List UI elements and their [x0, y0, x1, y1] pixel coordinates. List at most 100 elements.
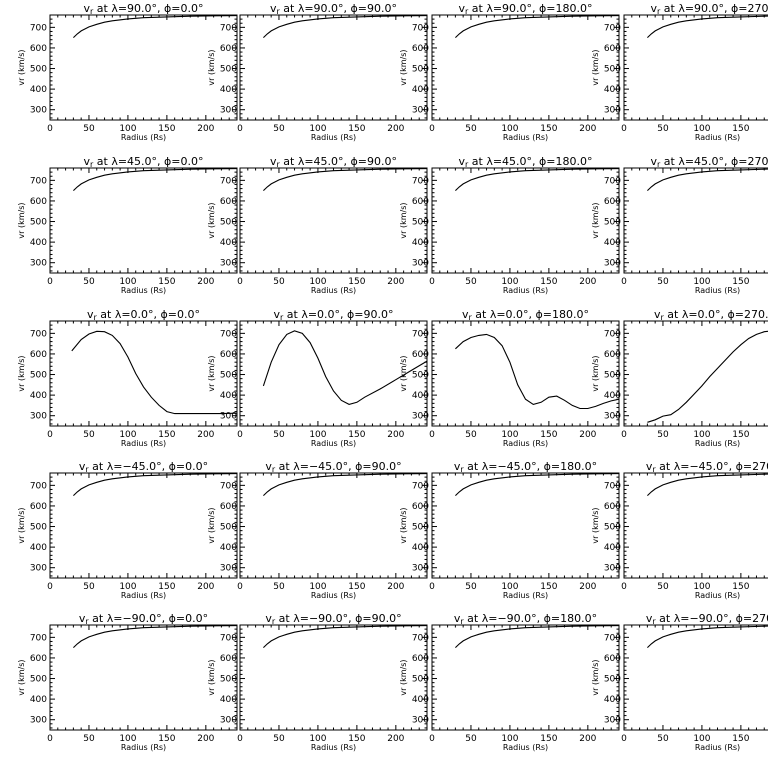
x-tick-label: 200: [387, 124, 404, 134]
y-axis-label: vr (km/s): [17, 49, 26, 85]
series-line: [647, 625, 768, 648]
x-tick-label: 150: [348, 277, 365, 287]
series-line: [73, 168, 238, 191]
y-tick-label: 300: [30, 412, 47, 422]
y-tick-label: 300: [604, 259, 621, 269]
y-tick-label: 600: [220, 197, 237, 207]
x-tick-label: 100: [119, 124, 136, 134]
y-tick-label: 500: [604, 675, 621, 685]
x-tick-label: 100: [119, 734, 136, 744]
y-tick-label: 500: [604, 371, 621, 381]
x-tick-label: 50: [273, 582, 285, 592]
y-axis-label: vr (km/s): [591, 355, 600, 391]
x-tick-label: 50: [273, 430, 285, 440]
x-tick-label: 100: [693, 124, 710, 134]
y-tick-label: 500: [30, 523, 47, 533]
x-axis-label: Radius (Rs): [311, 286, 356, 295]
y-axis-label: vr (km/s): [207, 49, 216, 85]
x-tick-label: 100: [119, 277, 136, 287]
y-tick-label: 500: [604, 218, 621, 228]
x-tick-label: 150: [158, 734, 175, 744]
x-tick-label: 0: [237, 734, 243, 744]
x-tick-label: 150: [348, 582, 365, 592]
x-axis-label: Radius (Rs): [695, 133, 740, 142]
panel: vr at λ=−45.0°, ϕ=0.0° 0 50 100 150 200 300 400…: [17, 460, 238, 600]
x-tick-label: 100: [693, 277, 710, 287]
panel: vr at λ=90.0°, ϕ=0.0° 0 50 100 150 200 300 400 5…: [17, 2, 238, 142]
panel: vr at λ=−45.0°, ϕ=180.0° 0 50 100 150 200 300 4…: [399, 460, 620, 600]
x-tick-label: 200: [197, 277, 214, 287]
y-tick-label: 400: [604, 85, 621, 95]
y-tick-label: 300: [604, 716, 621, 726]
panel-title: vr at λ=−90.0°, ϕ=90.0°: [265, 612, 401, 626]
y-axis-label: vr (km/s): [17, 507, 26, 543]
y-tick-label: 400: [604, 391, 621, 401]
x-tick-label: 0: [237, 430, 243, 440]
series-line: [263, 625, 428, 648]
x-tick-label: 150: [348, 734, 365, 744]
y-tick-label: 600: [412, 502, 429, 512]
y-axis-label: vr (km/s): [591, 507, 600, 543]
y-tick-label: 400: [604, 695, 621, 705]
y-tick-label: 400: [412, 85, 429, 95]
panel-title: vr at λ=−45.0°, ϕ=270.0°: [646, 460, 768, 474]
series-line: [455, 473, 620, 496]
y-tick-label: 700: [604, 329, 621, 339]
y-tick-label: 500: [30, 371, 47, 381]
y-axis-label: vr (km/s): [591, 659, 600, 695]
y-tick-label: 300: [604, 564, 621, 574]
y-tick-label: 400: [604, 543, 621, 553]
x-tick-label: 200: [579, 277, 596, 287]
y-tick-label: 600: [412, 350, 429, 360]
x-tick-label: 100: [693, 430, 710, 440]
y-axis-label: vr (km/s): [207, 659, 216, 695]
panel: vr at λ=45.0°, ϕ=270.0°05010015020030040…: [591, 155, 768, 295]
x-axis-label: Radius (Rs): [121, 439, 166, 448]
y-tick-label: 400: [30, 543, 47, 553]
y-tick-label: 400: [30, 238, 47, 248]
series-line: [262, 330, 428, 405]
y-tick-label: 700: [604, 633, 621, 643]
y-tick-label: 600: [412, 44, 429, 54]
y-axis-label: vr (km/s): [399, 659, 408, 695]
y-tick-label: 300: [604, 412, 621, 422]
y-tick-label: 300: [220, 106, 237, 116]
y-tick-label: 700: [604, 23, 621, 33]
x-tick-label: 100: [309, 734, 326, 744]
x-tick-label: 0: [621, 430, 627, 440]
x-tick-label: 0: [621, 124, 627, 134]
plot-frame: [623, 167, 768, 274]
panel-title: vr at λ=−45.0°, ϕ=0.0°: [79, 460, 208, 474]
plot-frame: [623, 472, 768, 579]
y-axis-label: vr (km/s): [207, 507, 216, 543]
y-tick-label: 600: [220, 44, 237, 54]
y-tick-label: 500: [30, 65, 47, 75]
series-line: [455, 15, 620, 38]
y-tick-label: 400: [220, 238, 237, 248]
series-line: [647, 330, 768, 423]
y-tick-label: 300: [412, 259, 429, 269]
x-axis-label: Radius (Rs): [311, 439, 356, 448]
series-line: [73, 473, 238, 496]
y-tick-label: 600: [220, 350, 237, 360]
panel-title: vr at λ=−45.0°, ϕ=180.0°: [454, 460, 597, 474]
y-tick-label: 600: [604, 350, 621, 360]
series-line: [455, 625, 620, 648]
x-tick-label: 0: [47, 734, 53, 744]
x-tick-label: 100: [501, 124, 518, 134]
x-tick-label: 50: [657, 734, 669, 744]
panel-title: vr at λ=90.0°, ϕ=90.0°: [270, 2, 397, 16]
y-tick-label: 500: [220, 65, 237, 75]
series-line: [263, 473, 428, 496]
series-line: [647, 473, 768, 496]
y-tick-label: 500: [412, 523, 429, 533]
x-tick-label: 150: [540, 430, 557, 440]
x-tick-label: 0: [429, 430, 435, 440]
y-tick-label: 300: [412, 564, 429, 574]
x-tick-label: 150: [158, 277, 175, 287]
panel: vr at λ=0.0°, ϕ=270.0°050100150200300400…: [591, 308, 768, 448]
x-tick-label: 100: [501, 582, 518, 592]
x-tick-label: 200: [197, 582, 214, 592]
y-axis-label: vr (km/s): [17, 355, 26, 391]
x-tick-label: 50: [465, 734, 477, 744]
